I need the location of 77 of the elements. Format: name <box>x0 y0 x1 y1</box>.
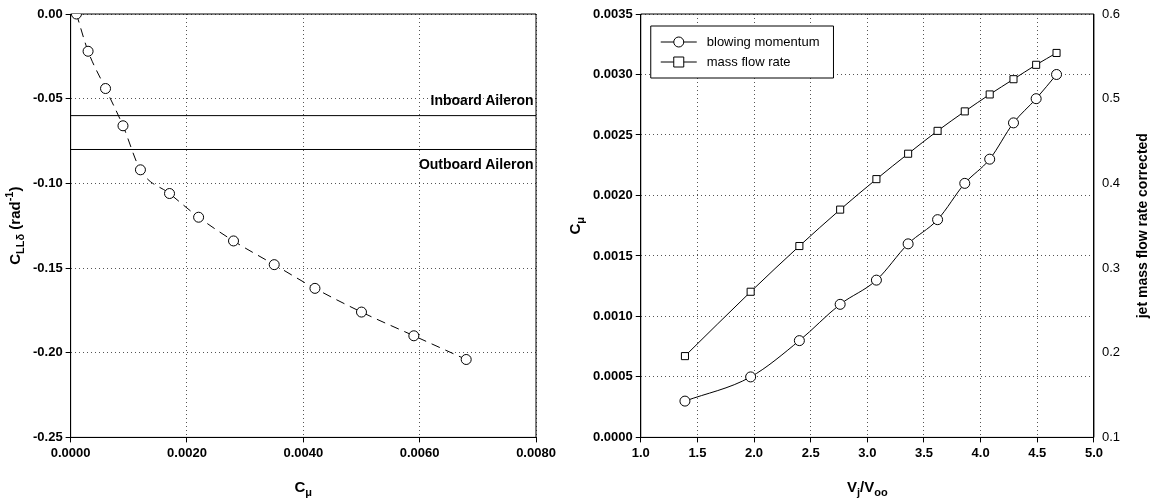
y2-tick-label: 0.1 <box>1101 428 1121 444</box>
point <box>793 335 805 347</box>
point <box>134 164 146 176</box>
point <box>355 306 367 318</box>
point <box>745 371 757 383</box>
point <box>959 177 971 189</box>
point <box>746 287 755 296</box>
point <box>870 274 882 286</box>
x-tick-label: 1.0 <box>631 444 650 460</box>
point <box>100 83 112 95</box>
ref-line-label: Inboard Aileron <box>430 92 534 109</box>
x-tick-label: 0.0080 <box>516 444 556 460</box>
point <box>1009 75 1018 84</box>
point <box>228 235 240 247</box>
y-tick-label: 0.0025 <box>593 126 633 142</box>
y2-tick-label: 0.5 <box>1101 90 1121 106</box>
point <box>932 214 944 226</box>
y-tick-label: 0.0035 <box>593 5 633 21</box>
point <box>679 395 691 407</box>
x-tick-label: 3.5 <box>914 444 934 460</box>
y-axis-title: CLLδ (rad-1) <box>3 186 27 265</box>
x-tick-label: 4.5 <box>1028 444 1047 460</box>
point <box>117 120 129 132</box>
x-tick-label: 3.0 <box>858 444 877 460</box>
point <box>933 126 942 135</box>
y-tick-label: 0.00 <box>37 5 63 21</box>
point <box>408 330 420 342</box>
y2-tick-label: 0.6 <box>1101 5 1121 21</box>
x-tick-label: 2.0 <box>745 444 764 460</box>
y2-tick-label: 0.4 <box>1101 174 1121 190</box>
y-tick-label: 0.0000 <box>593 428 633 444</box>
point <box>1030 93 1042 105</box>
y-tick-label: -0.25 <box>32 428 63 444</box>
y2-tick-label: 0.2 <box>1101 344 1121 360</box>
point <box>193 211 205 223</box>
y-tick-label: 0.0015 <box>593 247 633 263</box>
point <box>984 153 996 165</box>
x-tick-label: 1.5 <box>688 444 707 460</box>
x-tick-label: 2.5 <box>801 444 820 460</box>
point <box>82 45 94 57</box>
point <box>1051 68 1063 80</box>
y-tick-label: 0.0010 <box>593 308 633 324</box>
legend-label: blowing momentum <box>706 33 820 49</box>
point <box>834 298 846 310</box>
y2-tick-label: 0.3 <box>1101 259 1121 275</box>
y2-axis-title: jet mass flow rate corrected <box>1133 133 1150 320</box>
point <box>902 238 914 250</box>
y-tick-label: 0.0005 <box>593 368 633 384</box>
y-tick-label: -0.05 <box>32 90 63 106</box>
point <box>872 175 881 184</box>
y-tick-label: -0.20 <box>32 344 63 360</box>
point <box>795 241 804 251</box>
x-tick-label: 5.0 <box>1084 444 1103 460</box>
legend-label: mass flow rate <box>706 53 791 69</box>
point <box>836 205 845 214</box>
x-tick-label: 4.0 <box>971 444 990 460</box>
point <box>1007 117 1019 129</box>
y-tick-label: 0.0030 <box>593 66 633 82</box>
ref-line-label: Outboard Aileron <box>418 156 534 173</box>
x-tick-label: 0.0040 <box>283 444 324 460</box>
point <box>680 352 689 361</box>
point <box>268 259 280 271</box>
point <box>164 188 176 200</box>
y-tick-label: -0.15 <box>32 259 63 275</box>
x-tick-label: 0.0020 <box>167 444 207 460</box>
x-tick-label: 0.0000 <box>50 444 91 460</box>
point <box>1032 60 1041 69</box>
x-tick-label: 0.0060 <box>399 444 440 460</box>
y-tick-label: -0.10 <box>32 174 63 190</box>
point <box>960 107 969 116</box>
point <box>1052 48 1061 57</box>
point <box>309 282 321 294</box>
point <box>985 90 994 99</box>
y-axis-title: Cμ <box>566 216 587 235</box>
y-tick-label: 0.0020 <box>593 187 633 203</box>
point <box>904 149 913 158</box>
point <box>460 353 472 365</box>
